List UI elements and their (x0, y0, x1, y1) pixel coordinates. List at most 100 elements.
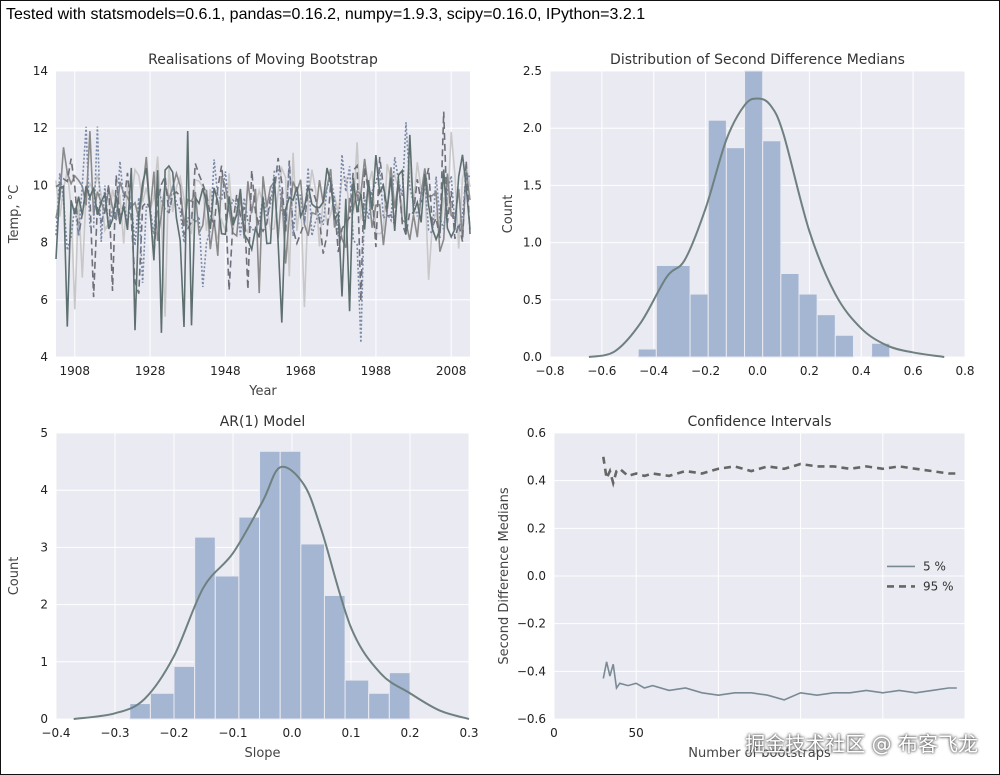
x-tick-label: −0.3 (100, 726, 129, 740)
histogram-bar (388, 672, 411, 720)
x-tick-label: 0.0 (282, 726, 301, 740)
histogram-bar (238, 516, 261, 720)
y-axis-label: Count (501, 195, 516, 234)
y-axis-label: Temp, °C (7, 185, 22, 245)
x-tick-label: 0.6 (904, 364, 923, 378)
chart-title: Realisations of Moving Bootstrap (148, 52, 378, 68)
x-tick-label: −0.4 (639, 364, 668, 378)
y-tick-label: 0.0 (523, 350, 542, 364)
bootstrap-series-line (55, 130, 471, 333)
y-tick-label: 0 (40, 712, 48, 726)
x-tick-label: −0.6 (587, 364, 616, 378)
x-tick-label: 0 (550, 726, 558, 740)
histogram-bar (300, 543, 325, 720)
y-tick-label: 0.2 (527, 521, 546, 535)
histogram-bar (762, 140, 782, 358)
y-tick-label: 3 (40, 540, 48, 554)
chart-title: AR(1) Model (220, 414, 306, 430)
y-tick-label: 1.0 (523, 236, 542, 250)
x-axis-label: Slope (244, 746, 280, 761)
histogram-bar (816, 314, 836, 358)
histogram-bar (637, 348, 657, 358)
y-tick-label: 5 (40, 426, 48, 440)
y-tick-label: 2 (40, 598, 48, 612)
ci-5-line (602, 661, 957, 701)
y-tick-label: 0.6 (527, 426, 546, 440)
histogram-bar (344, 679, 370, 720)
y-tick-label: 8 (40, 236, 48, 250)
kde-curve (588, 97, 945, 358)
histogram-bar (725, 147, 746, 358)
y-tick-label: −0.4 (517, 664, 546, 678)
histogram-bar (368, 692, 390, 720)
x-tick-label: −0.2 (691, 364, 720, 378)
y-axis-label: Second Difference Medians (497, 487, 512, 664)
bootstrap-series-line (55, 122, 471, 343)
x-tick-label: 0.1 (341, 726, 360, 740)
x-tick-label: −0.4 (41, 726, 70, 740)
y-tick-label: 1 (40, 655, 48, 669)
x-axis-label: Number of bootstraps (688, 746, 831, 761)
x-tick-label: 0.8 (955, 364, 974, 378)
x-tick-label: 1968 (285, 364, 316, 378)
histogram-bar (279, 450, 302, 720)
panel-second-difference-medians: 0.0 0.5 1.0 1.5 2.0 2.5 −0.8 −0.6 −0.4 −0.2 0.0 0.2… (501, 52, 975, 378)
x-tick-label: −0.2 (159, 726, 188, 740)
y-tick-label: −0.6 (517, 712, 546, 726)
y-tick-label: 2.5 (523, 64, 542, 78)
x-tick-label: −0.1 (218, 726, 247, 740)
y-tick-label: 6 (40, 293, 48, 307)
x-tick-label: 2008 (436, 364, 467, 378)
x-tick-label: 0.2 (800, 364, 819, 378)
histogram-bar (149, 692, 175, 720)
y-tick-label: 0.5 (523, 293, 542, 307)
y-tick-label: 4 (40, 350, 48, 364)
y-tick-label: 14 (33, 64, 48, 78)
histogram-bar (689, 293, 709, 358)
x-tick-label: 1908 (60, 364, 91, 378)
legend-label: 5 % (923, 559, 946, 573)
x-tick-label: 1928 (135, 364, 166, 378)
histogram-bar (173, 665, 196, 720)
histogram-bar (780, 272, 800, 358)
x-tick-label: −0.8 (535, 364, 564, 378)
watermark-text: 掘金技术社区 @ 布客飞龙 (745, 732, 978, 756)
legend-label: 95 % (923, 579, 954, 593)
x-tick-label: 0.3 (459, 726, 478, 740)
panel-ar1-model: 0 1 2 3 4 5 −0.4 −0.3 −0.2 −0.1 0.0 0.1 0.2 0.3 AR(1) … (7, 414, 479, 761)
histogram-bar (834, 334, 854, 358)
y-tick-label: 0.0 (527, 569, 546, 583)
histogram-bar (707, 119, 727, 358)
x-tick-label: 0.2 (400, 726, 419, 740)
x-tick-label: 0.0 (748, 364, 767, 378)
histogram-bar (194, 536, 216, 720)
panel-moving-bootstrap: 4 6 8 10 12 14 1908 1928 1948 1968 1988 2008 Realisa… (7, 52, 471, 399)
y-axis-label: Count (7, 557, 22, 596)
histogram-bar (744, 70, 764, 358)
histogram-bar (129, 703, 151, 720)
y-tick-label: 0.4 (527, 474, 546, 488)
x-tick-label: 1988 (361, 364, 392, 378)
chart-title: Confidence Intervals (687, 414, 831, 430)
bootstrap-series-line (55, 111, 471, 302)
x-tick-label: 50 (629, 726, 644, 740)
chart-title: Distribution of Second Difference Median… (610, 52, 905, 68)
y-tick-label: 12 (33, 121, 48, 135)
y-tick-label: 4 (40, 483, 48, 497)
y-tick-label: 2.0 (523, 121, 542, 135)
y-tick-label: 10 (33, 178, 48, 192)
x-tick-label: 1948 (210, 364, 241, 378)
y-tick-label: 1.5 (523, 178, 542, 192)
histogram-bar (655, 264, 691, 358)
panel-confidence-intervals: −0.6 −0.4 −0.2 0.0 0.2 0.4 0.6 0 50 Confidence In… (497, 414, 966, 761)
kde-curve (73, 465, 470, 720)
histogram-bar (323, 594, 346, 720)
y-tick-label: −0.2 (517, 617, 546, 631)
version-header: Tested with statsmodels=0.6.1, pandas=0.… (6, 6, 646, 23)
histogram-bar (214, 575, 240, 720)
x-axis-label: Year (248, 384, 277, 399)
histogram-bar (259, 450, 281, 720)
x-tick-label: 0.4 (852, 364, 871, 378)
histogram-bar (798, 293, 818, 358)
